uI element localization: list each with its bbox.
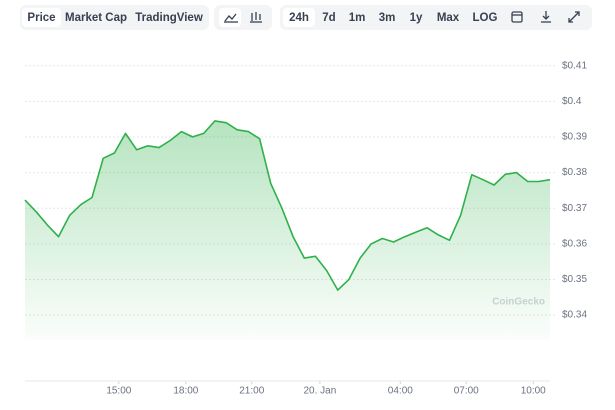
line-icon[interactable]	[219, 8, 241, 27]
view-group	[20, 5, 209, 30]
view-button[interactable]: TradingView	[135, 12, 203, 24]
range-button[interactable]: Max	[437, 12, 460, 24]
active-button-bg	[283, 8, 315, 27]
view-button[interactable]: Market Cap	[65, 12, 127, 24]
x-tick-label: 07:00	[454, 386, 479, 397]
range-button[interactable]: LOG	[473, 12, 498, 24]
fullscreen-icon[interactable]	[568, 11, 580, 23]
x-tick-label: 15:00	[106, 386, 131, 397]
y-tick-label: $0.39	[562, 132, 587, 143]
x-tick-label: 10:00	[521, 386, 546, 397]
download-icon[interactable]	[541, 11, 551, 23]
candle-icon[interactable]	[250, 12, 262, 23]
range-button[interactable]: 24h	[289, 12, 309, 24]
active-button-bg	[22, 8, 61, 27]
x-tick-label: 18:00	[173, 386, 198, 397]
range-group	[280, 5, 592, 30]
y-tick-label: $0.37	[562, 203, 587, 214]
range-button[interactable]: 1m	[349, 12, 366, 24]
calendar-icon[interactable]	[511, 11, 523, 23]
y-tick-label: $0.41	[562, 60, 587, 71]
range-button[interactable]: 7d	[322, 12, 335, 24]
x-tick-label: 04:00	[388, 386, 413, 397]
price-line	[24, 120, 551, 291]
y-tick-label: $0.35	[562, 274, 587, 285]
range-button[interactable]: 1y	[410, 12, 423, 24]
view-button[interactable]: Price	[27, 12, 55, 24]
y-tick-label: $0.4	[562, 96, 582, 107]
x-tick-label: 21:00	[239, 386, 264, 397]
y-tick-label: $0.38	[562, 167, 587, 178]
area-fill	[25, 120, 550, 341]
y-tick-label: $0.34	[562, 310, 587, 321]
y-tick-label: $0.36	[562, 238, 587, 249]
range-button[interactable]: 3m	[379, 12, 396, 24]
x-tick-label: 20. Jan	[303, 386, 336, 397]
